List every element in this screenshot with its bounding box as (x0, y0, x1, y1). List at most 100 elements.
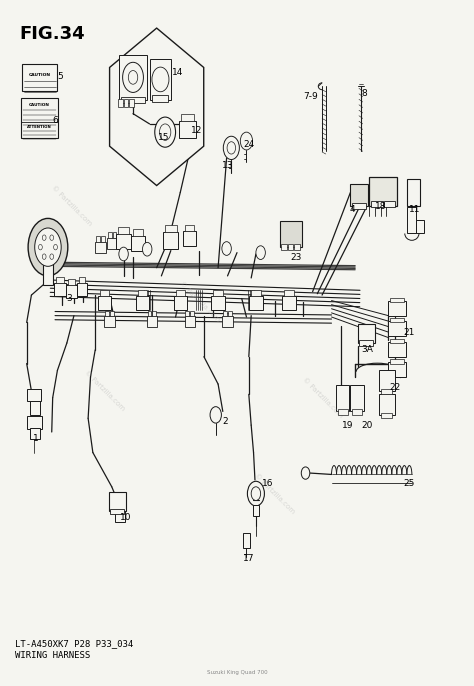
Bar (119, 56, 147, 100)
Circle shape (35, 228, 61, 266)
Bar (407, 207, 416, 233)
Circle shape (301, 467, 310, 480)
Bar (27, 416, 42, 429)
Circle shape (143, 242, 152, 256)
Text: 25: 25 (404, 479, 415, 488)
Bar (381, 389, 392, 394)
Bar (43, 247, 53, 285)
Text: 3: 3 (66, 294, 72, 303)
Bar (371, 200, 383, 207)
Bar (175, 289, 185, 296)
Bar (388, 342, 406, 357)
Text: 14: 14 (172, 68, 183, 77)
Bar (249, 296, 263, 310)
Text: 7-9: 7-9 (303, 92, 318, 101)
Bar (77, 283, 87, 296)
Bar (30, 428, 40, 439)
Bar (390, 318, 404, 322)
Bar (388, 300, 406, 316)
Text: 23: 23 (291, 253, 302, 262)
Bar (20, 98, 58, 138)
Bar (228, 311, 232, 316)
Bar (222, 316, 233, 327)
Text: 8: 8 (362, 88, 367, 97)
Bar (27, 389, 41, 401)
Bar (352, 203, 366, 209)
Circle shape (227, 142, 236, 154)
Bar (390, 359, 404, 364)
Text: 12: 12 (191, 126, 202, 135)
Bar (165, 225, 176, 232)
Bar (22, 64, 57, 91)
Bar (152, 95, 168, 102)
Bar (190, 311, 194, 316)
Bar (101, 236, 105, 241)
Circle shape (240, 132, 253, 150)
Bar (131, 236, 145, 251)
Circle shape (42, 235, 46, 240)
Bar (179, 121, 196, 138)
Circle shape (155, 117, 175, 147)
Bar (388, 362, 406, 377)
Bar (133, 229, 143, 236)
Bar (253, 505, 259, 515)
Bar (147, 316, 157, 327)
Text: 19: 19 (342, 421, 354, 429)
Bar (68, 279, 75, 285)
Bar (338, 410, 347, 415)
Bar (110, 509, 124, 514)
Circle shape (256, 246, 265, 259)
Text: 2: 2 (222, 417, 228, 426)
Text: 20: 20 (361, 421, 373, 429)
Circle shape (28, 218, 68, 276)
Bar (104, 316, 115, 327)
Text: 13: 13 (222, 161, 233, 169)
Bar (383, 200, 395, 207)
Circle shape (223, 137, 239, 160)
Bar (243, 533, 250, 548)
Bar (124, 99, 128, 107)
Bar (79, 276, 85, 283)
Text: 22: 22 (390, 383, 401, 392)
Bar (118, 99, 123, 107)
Bar (96, 236, 100, 241)
Circle shape (210, 407, 221, 423)
Bar (251, 289, 261, 296)
Bar (56, 276, 64, 283)
Bar (359, 340, 373, 346)
Text: 21: 21 (404, 328, 415, 338)
Text: © Partzilla.com: © Partzilla.com (254, 473, 296, 514)
Bar (66, 285, 77, 298)
Bar (388, 321, 406, 336)
Text: LT-A450XK7 P28 P33_034: LT-A450XK7 P28 P33_034 (15, 639, 133, 648)
Bar (183, 231, 196, 246)
Bar (105, 311, 109, 316)
Text: 24: 24 (243, 140, 255, 149)
Bar (336, 386, 349, 412)
Bar (136, 296, 149, 310)
Circle shape (50, 254, 54, 259)
Bar (117, 234, 131, 249)
Bar (213, 289, 223, 296)
Bar (185, 224, 194, 231)
Circle shape (54, 244, 57, 250)
Bar (352, 410, 362, 415)
Bar (288, 244, 293, 250)
Bar (148, 311, 152, 316)
Bar (113, 232, 117, 237)
Bar (294, 244, 300, 250)
Circle shape (222, 241, 231, 255)
Bar (95, 241, 106, 252)
Bar (390, 298, 404, 302)
Text: 4: 4 (350, 205, 356, 214)
Bar (350, 386, 364, 412)
Bar (379, 370, 395, 391)
Bar (163, 232, 178, 248)
Bar (284, 289, 294, 296)
Circle shape (251, 487, 261, 501)
Text: © Partzilla.com: © Partzilla.com (83, 370, 126, 412)
Bar (223, 311, 227, 316)
Bar (115, 512, 126, 522)
Circle shape (159, 124, 171, 141)
Text: 15: 15 (158, 133, 170, 142)
